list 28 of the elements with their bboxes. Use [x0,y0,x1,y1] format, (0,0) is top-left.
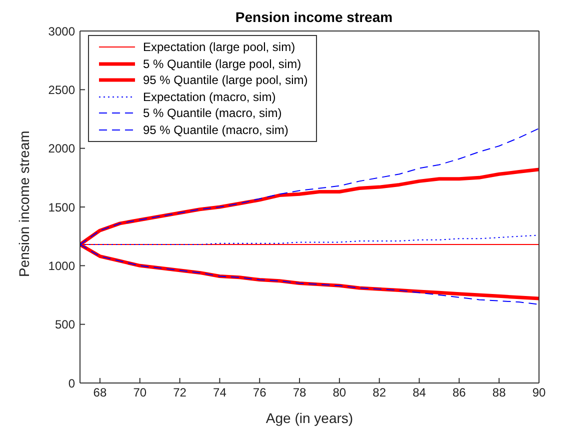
x-tick-label: 88 [492,386,506,400]
x-tick-label: 72 [173,386,187,400]
y-tick-label: 1000 [48,258,76,273]
x-tick-label: 90 [532,386,546,400]
x-tick-label: 74 [213,386,227,400]
legend-label: 5 % Quantile (large pool, sim) [143,56,302,72]
legend-label: 95 % Quantile (macro, sim) [143,122,288,138]
x-tick-label: 68 [93,386,107,400]
y-tick-label: 3000 [48,24,76,38]
y-tick-label: 2000 [48,142,76,156]
legend-label: 5 % Quantile (macro, sim) [143,105,282,122]
y-axis-title: Pension income stream [16,130,32,277]
x-tick-label: 84 [412,386,426,400]
y-tick-label: 500 [54,318,76,332]
x-axis-title: Age (in years) [266,410,354,426]
x-tick-label: 86 [452,386,466,400]
legend-label: 95 % Quantile (large pool, sim) [143,72,308,88]
y-tick-label: 1500 [48,200,76,214]
x-tick-label: 82 [372,386,386,400]
chart-title: Pension income stream [235,9,393,25]
y-tick-label: 2500 [48,82,76,97]
x-tick-label: 78 [292,386,307,400]
x-tick-label: 70 [133,386,147,400]
legend-label: Expectation (large pool, sim) [143,39,296,56]
y-tick-label: 0 [68,376,76,390]
x-tick-label: 80 [332,386,346,400]
legend-label: Expectation (macro, sim) [143,88,276,105]
x-tick-label: 76 [252,386,267,400]
